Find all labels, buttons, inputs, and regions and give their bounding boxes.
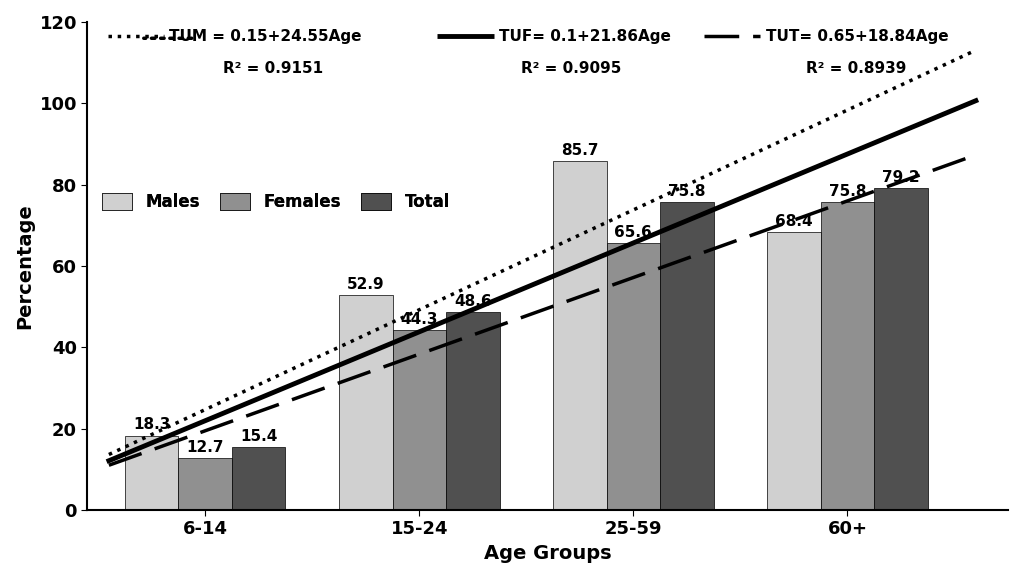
Bar <box>125 436 178 510</box>
Text: R² = 0.9095: R² = 0.9095 <box>521 61 621 76</box>
Bar <box>232 447 285 510</box>
Bar <box>660 202 714 510</box>
Bar <box>446 312 499 510</box>
Text: 85.7: 85.7 <box>561 143 598 158</box>
Text: 68.4: 68.4 <box>775 214 812 228</box>
Text: 52.9: 52.9 <box>347 277 385 292</box>
Text: 48.6: 48.6 <box>454 294 492 309</box>
Text: 18.3: 18.3 <box>133 417 171 432</box>
Bar <box>767 232 820 510</box>
Text: 75.8: 75.8 <box>668 183 706 198</box>
Legend: Males, Females, Total: Males, Females, Total <box>96 187 456 218</box>
Text: 65.6: 65.6 <box>615 225 653 240</box>
Text: 75.8: 75.8 <box>829 183 866 198</box>
Text: 79.2: 79.2 <box>882 170 920 185</box>
Text: 12.7: 12.7 <box>186 440 224 455</box>
X-axis label: Age Groups: Age Groups <box>484 544 612 563</box>
Bar <box>178 458 232 510</box>
Text: TUM = 0.15+24.55Age: TUM = 0.15+24.55Age <box>170 29 362 44</box>
Text: 15.4: 15.4 <box>240 429 277 444</box>
Bar <box>339 295 393 510</box>
Bar <box>553 161 607 510</box>
Bar <box>820 202 875 510</box>
Bar <box>875 188 928 510</box>
Y-axis label: Percentage: Percentage <box>15 203 34 329</box>
Text: 44.3: 44.3 <box>401 312 438 327</box>
Text: R² = 0.8939: R² = 0.8939 <box>806 61 906 76</box>
Text: R² = 0.9151: R² = 0.9151 <box>223 61 322 76</box>
Bar <box>393 330 446 510</box>
Text: TUT= 0.65+18.84Age: TUT= 0.65+18.84Age <box>765 29 948 44</box>
Bar <box>607 243 660 510</box>
Text: TUF= 0.1+21.86Age: TUF= 0.1+21.86Age <box>498 29 670 44</box>
